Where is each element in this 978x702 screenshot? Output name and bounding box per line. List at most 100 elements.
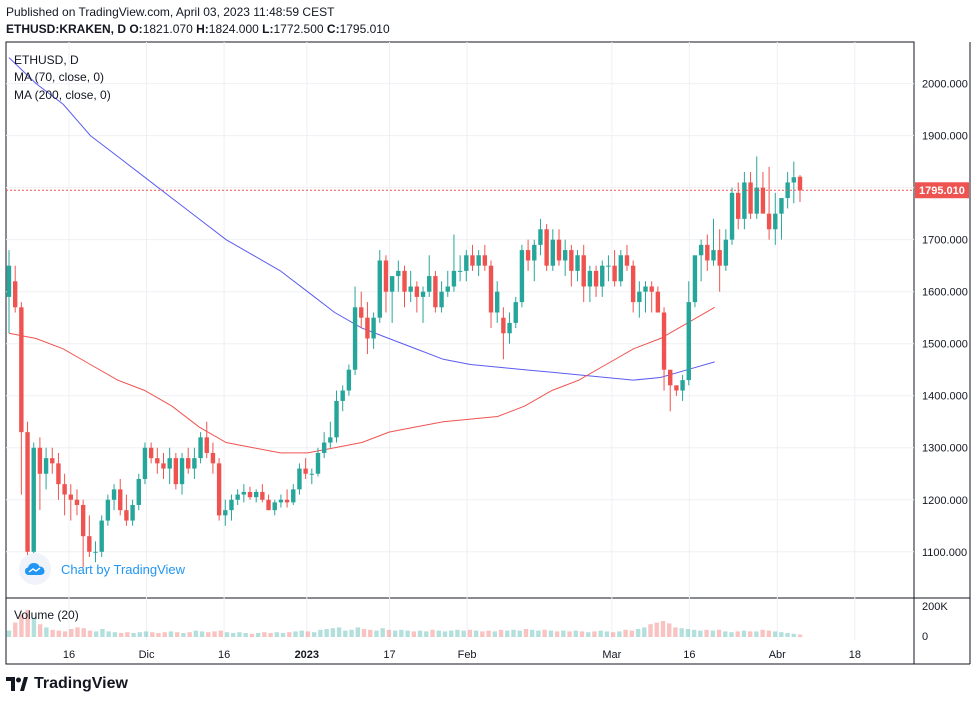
candle-body (124, 510, 129, 521)
volume-bar (212, 631, 217, 637)
candle-body (37, 447, 43, 474)
chart-by-tradingview-badge[interactable]: Chart by TradingView (19, 553, 185, 585)
candle-body (272, 502, 277, 511)
volume-bar (19, 614, 24, 637)
candle-body (321, 442, 327, 453)
volume-bar (430, 629, 435, 637)
candle-body (556, 239, 562, 261)
volume-bar (25, 609, 30, 637)
candle-body (754, 187, 759, 214)
candle-body (760, 187, 766, 214)
volume-bar (536, 630, 541, 637)
candle-body (62, 484, 67, 495)
candle-body (618, 255, 623, 282)
published-caption: Published on TradingView.com, April 03, … (6, 5, 335, 19)
volume-bar (480, 631, 485, 637)
x-tick-label: 16 (683, 649, 695, 661)
volume-bar (729, 632, 734, 637)
volume-bar (629, 630, 635, 637)
volume-bar (336, 627, 342, 637)
candle-body (507, 322, 512, 334)
volume-bar (187, 632, 192, 637)
x-tick-label: 16 (218, 649, 230, 661)
candle-body (544, 229, 549, 266)
candle-body (334, 400, 339, 438)
candle-body (19, 307, 24, 433)
candle-body (649, 286, 654, 292)
volume-bar (523, 629, 529, 637)
candle-body (433, 276, 438, 308)
candle-body (519, 250, 525, 303)
candle-body (742, 182, 747, 219)
volume-bar (573, 630, 578, 637)
volume-bar (698, 630, 703, 637)
candle-body (680, 380, 685, 391)
volume-bar (604, 631, 610, 637)
volume-bar (529, 629, 535, 637)
candle-body (68, 494, 73, 500)
x-tick-label: 2023 (295, 649, 319, 661)
volume-bar (293, 631, 298, 637)
candle-body (587, 270, 593, 287)
volume-bar (13, 622, 18, 637)
x-tick-label: Feb (458, 649, 477, 661)
candle-body (167, 458, 172, 469)
candle-body (550, 239, 556, 266)
candle-body (532, 244, 537, 261)
candle-body (482, 255, 488, 266)
candle-body (797, 176, 803, 191)
volume-bar (405, 630, 410, 637)
candle-body (538, 229, 543, 245)
volume-bar (567, 631, 572, 637)
candle-body (402, 270, 407, 292)
candle-body (445, 286, 450, 292)
candle-body (253, 491, 259, 498)
volume-bar (417, 630, 423, 637)
volume-bar (299, 630, 304, 637)
volume-bar (6, 630, 12, 637)
volume-bar (436, 630, 441, 637)
volume-bar (486, 630, 491, 637)
x-tick-label: 18 (849, 649, 861, 661)
candle-body (501, 317, 506, 334)
volume-bar (181, 633, 186, 637)
volume-bar (685, 629, 691, 637)
candle-body (383, 260, 389, 292)
volume-bar (473, 630, 479, 637)
tradingview-footer-logo[interactable]: TradingView (6, 675, 128, 693)
volume-bar (673, 627, 678, 637)
volume-bar (392, 630, 398, 637)
candle-body (161, 463, 166, 469)
volume-bar (243, 633, 248, 637)
candle-body (74, 499, 80, 505)
candle-body (729, 192, 735, 240)
low-value: 1772.500 (273, 22, 324, 36)
volume-bar (249, 633, 255, 637)
candle-body (773, 213, 778, 230)
volume-bar (374, 630, 379, 637)
volume-bar (343, 630, 348, 637)
x-tick-label: Abr (769, 649, 786, 661)
candle-body (470, 255, 475, 266)
cloud-icon (19, 553, 51, 585)
candle-body (637, 291, 642, 303)
volume-bar (318, 629, 323, 637)
volume-bar (125, 632, 130, 637)
volume-bar (399, 629, 404, 637)
candle-body (736, 192, 741, 219)
volume-bar (174, 632, 180, 637)
x-tick-label: Dic (139, 649, 155, 661)
volume-bar (156, 633, 161, 637)
volume-bar (224, 632, 230, 637)
volume-bar (592, 631, 597, 637)
legend-ma200: MA (200, close, 0) (14, 88, 111, 102)
y-tick-label: 1300.000 (922, 443, 968, 455)
candle-body (142, 447, 148, 479)
volume-bar (44, 627, 49, 637)
candle-body (12, 281, 18, 308)
axes-layer: 1100.000 1200.000 1300.000 1400.000 1500.000… (6, 79, 969, 661)
volume-bar (642, 627, 647, 637)
candle-body (488, 265, 494, 313)
volume-bar (324, 629, 329, 637)
